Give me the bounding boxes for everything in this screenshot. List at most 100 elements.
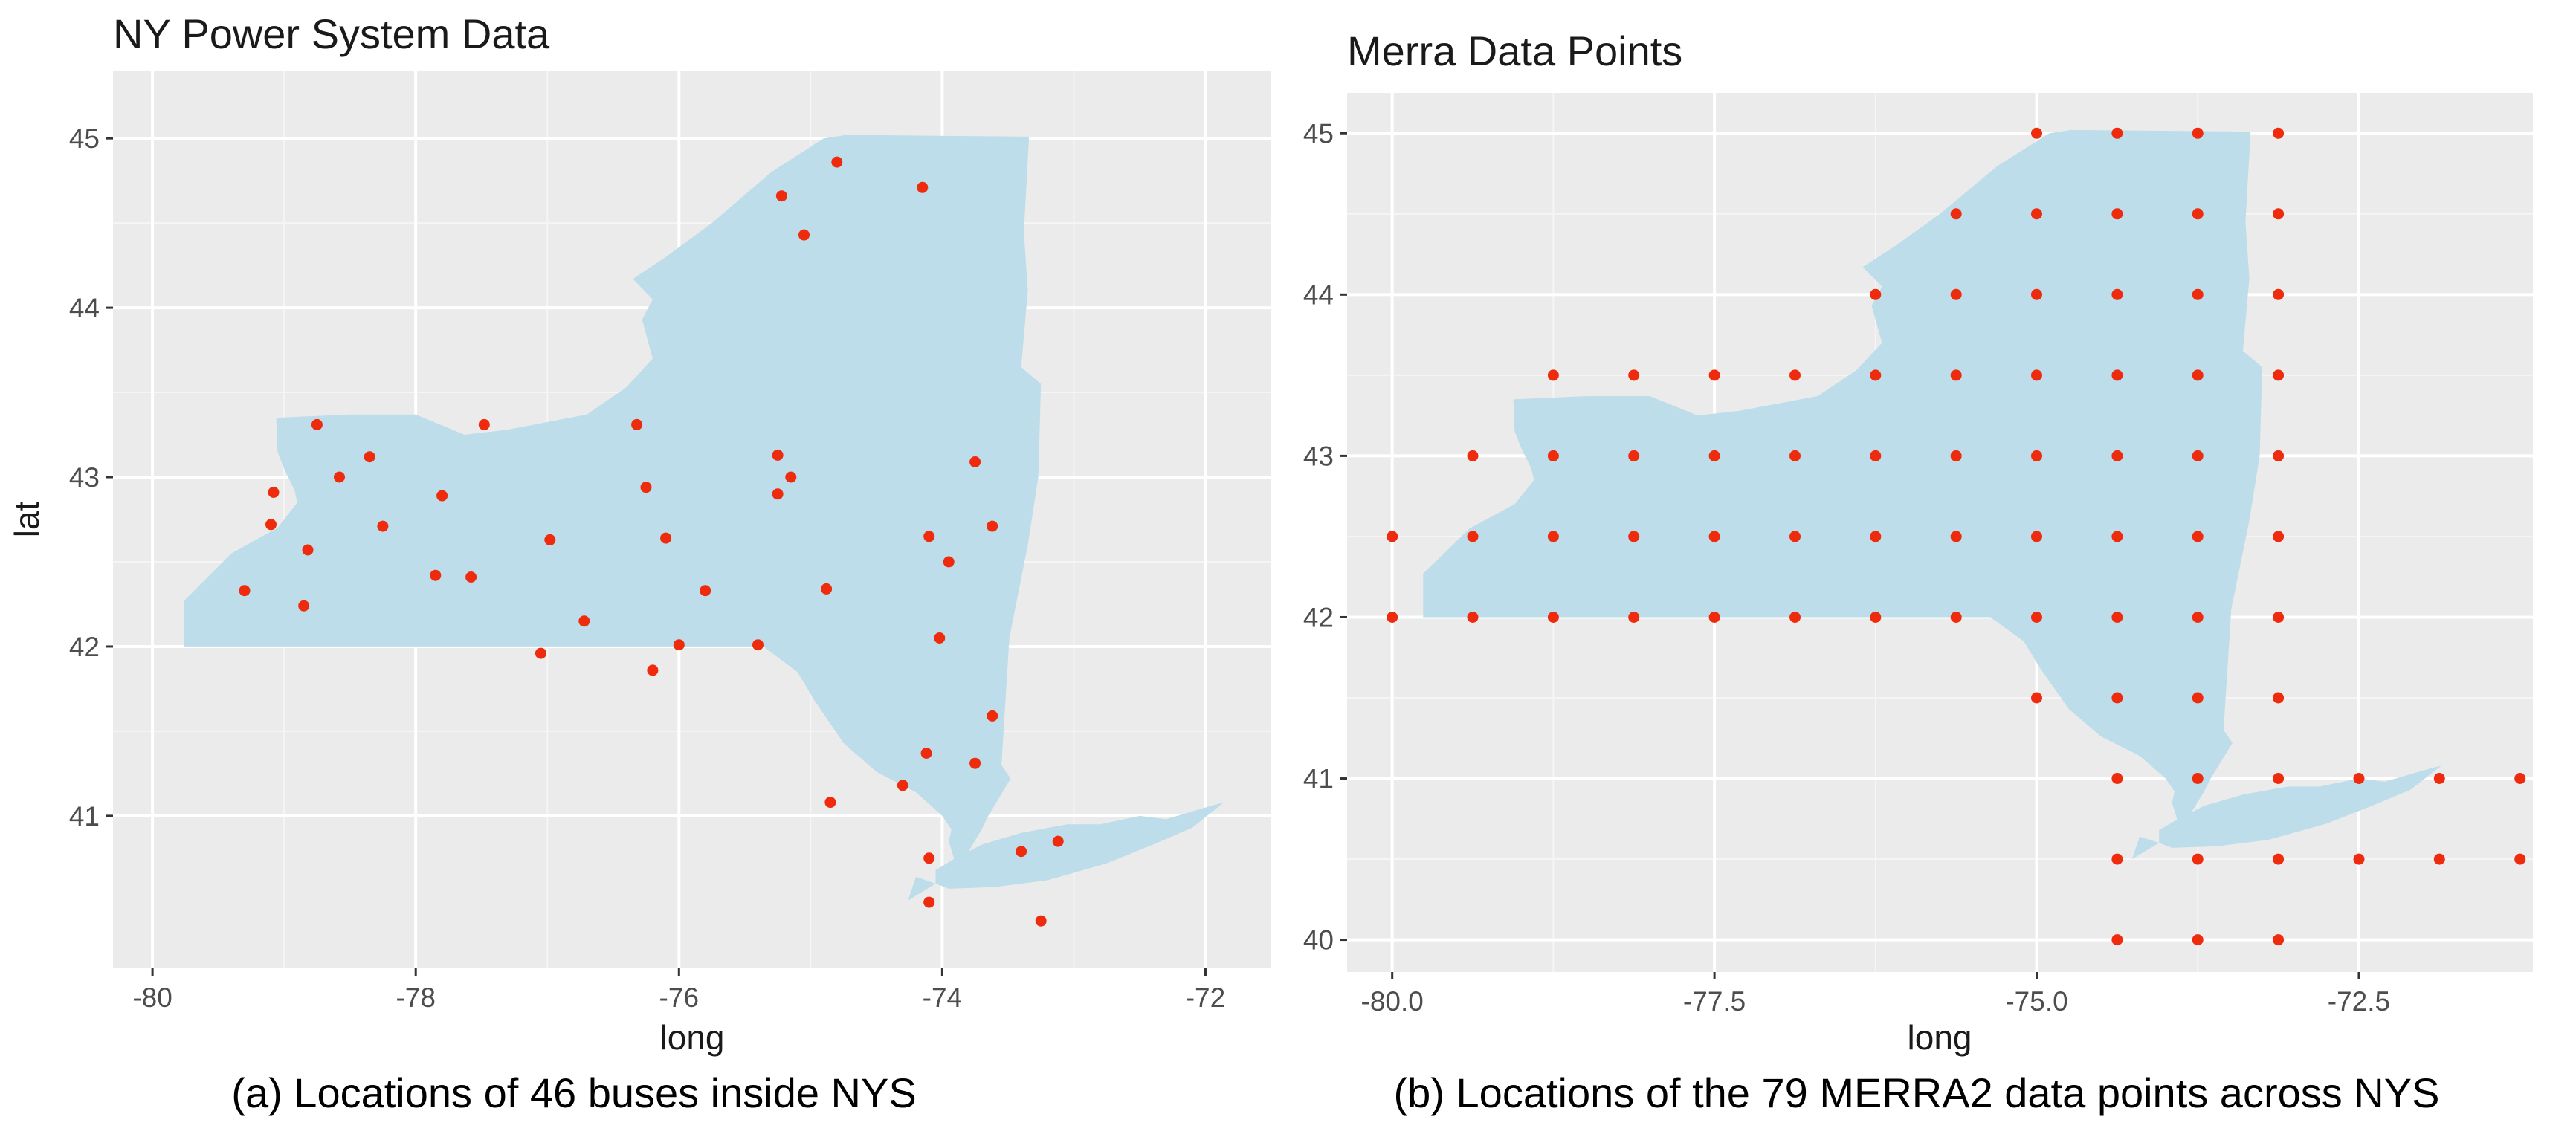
data-point xyxy=(920,748,932,759)
data-point xyxy=(1547,612,1559,623)
data-point xyxy=(1628,531,1640,542)
data-point xyxy=(2192,612,2204,623)
data-point xyxy=(302,544,314,556)
data-point xyxy=(2273,612,2285,623)
data-point xyxy=(1547,531,1559,542)
y-tick-label: 45 xyxy=(1303,118,1334,149)
data-point xyxy=(772,449,784,461)
data-point xyxy=(2192,934,2204,946)
data-point xyxy=(265,519,277,531)
data-point xyxy=(2192,531,2204,542)
panel-a-x-axis-title: long xyxy=(660,1018,725,1057)
y-tick-label: 44 xyxy=(1303,279,1334,310)
data-point xyxy=(2353,853,2365,865)
data-point xyxy=(1547,369,1559,381)
data-point xyxy=(1708,369,1720,381)
data-point xyxy=(1628,450,1640,461)
x-tick-label: -80.0 xyxy=(1361,986,1424,1017)
data-point xyxy=(2111,288,2123,300)
data-point xyxy=(2031,450,2042,461)
y-tick-label: 41 xyxy=(1303,764,1334,794)
data-point xyxy=(2111,773,2123,784)
data-point xyxy=(923,531,935,542)
data-point xyxy=(2192,692,2204,704)
y-tick-label: 43 xyxy=(69,462,100,493)
data-point xyxy=(430,569,442,581)
data-point xyxy=(700,585,711,597)
data-point xyxy=(987,520,998,532)
data-point xyxy=(897,780,908,791)
data-point xyxy=(2192,288,2204,300)
data-point xyxy=(2031,531,2042,542)
x-tick-label: -78 xyxy=(396,982,435,1013)
data-point xyxy=(2031,692,2042,704)
panel-a-y-axis-title: lat xyxy=(7,501,46,537)
data-point xyxy=(1789,612,1801,623)
panel-b-title: Merra Data Points xyxy=(1347,27,1682,74)
data-point xyxy=(2273,369,2285,381)
data-point xyxy=(1950,208,1962,220)
data-point xyxy=(934,632,946,644)
data-point xyxy=(2031,208,2042,220)
x-tick-label: -75.0 xyxy=(2005,986,2067,1017)
data-point xyxy=(2111,692,2123,704)
data-point xyxy=(2192,127,2204,139)
x-tick-label: -76 xyxy=(659,982,699,1013)
data-point xyxy=(2031,288,2042,300)
data-point xyxy=(535,647,546,659)
data-point xyxy=(2192,773,2204,784)
data-point xyxy=(1950,288,1962,300)
data-point xyxy=(2273,450,2285,461)
data-point xyxy=(1547,450,1559,461)
data-point xyxy=(1870,531,1882,542)
panel-b-x-axis-title: long xyxy=(1908,1018,1972,1057)
panel-b-nys-map xyxy=(1423,129,2441,860)
data-point xyxy=(2433,853,2445,865)
data-point xyxy=(2273,853,2285,865)
x-tick-label: -74 xyxy=(923,982,962,1013)
data-point xyxy=(2514,853,2526,865)
data-point xyxy=(1708,612,1720,623)
data-point xyxy=(2111,934,2123,946)
data-point xyxy=(2111,853,2123,865)
data-point xyxy=(785,471,797,483)
panel-b-ticks: -80.0 -77.5 -75.0 -72.5 40 41 42 43 44 45 xyxy=(1303,118,2390,1017)
data-point xyxy=(831,156,843,168)
data-point xyxy=(2192,450,2204,461)
data-point xyxy=(752,639,764,651)
data-point xyxy=(1789,369,1801,381)
y-tick-label: 41 xyxy=(69,801,100,832)
data-point xyxy=(478,418,490,430)
x-tick-label: -80 xyxy=(132,982,172,1013)
data-point xyxy=(239,585,251,597)
data-point xyxy=(2031,369,2042,381)
panel-b-points xyxy=(1387,127,2526,946)
data-point xyxy=(2192,208,2204,220)
data-point xyxy=(2273,531,2285,542)
data-point xyxy=(1870,612,1882,623)
data-point xyxy=(2111,208,2123,220)
data-point xyxy=(1467,450,1479,461)
data-point xyxy=(2031,127,2042,139)
data-point xyxy=(1016,846,1027,858)
x-tick-label: -72 xyxy=(1186,982,1225,1013)
data-point xyxy=(2273,127,2285,139)
data-point xyxy=(311,418,323,430)
data-point xyxy=(647,664,659,676)
data-point xyxy=(2031,612,2042,623)
data-point xyxy=(917,181,929,193)
data-point xyxy=(2192,853,2204,865)
data-point xyxy=(298,600,310,612)
y-tick-label: 40 xyxy=(1303,925,1334,956)
data-point xyxy=(1035,915,1047,927)
x-tick-label: -72.5 xyxy=(2328,986,2390,1017)
y-tick-label: 44 xyxy=(69,293,100,323)
data-point xyxy=(2111,369,2123,381)
data-point xyxy=(2273,773,2285,784)
x-tick-label: -77.5 xyxy=(1683,986,1746,1017)
caption-b: (b) Locations of the 79 MERRA2 data poin… xyxy=(1394,1069,2440,1116)
data-point xyxy=(1789,450,1801,461)
data-point xyxy=(1628,369,1640,381)
data-point xyxy=(969,456,981,467)
